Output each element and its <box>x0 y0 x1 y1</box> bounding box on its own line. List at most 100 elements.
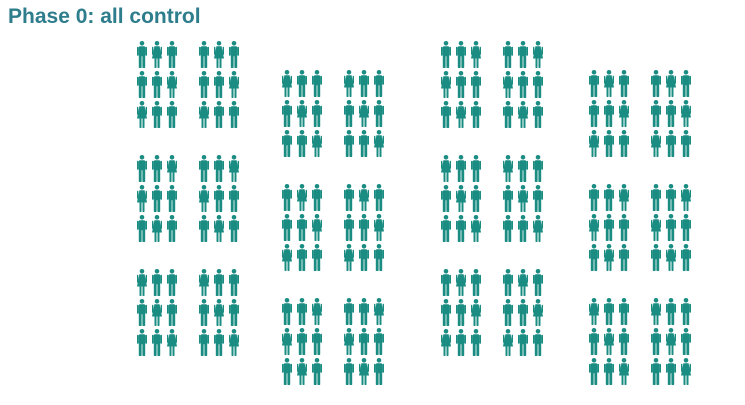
person-female-icon <box>344 70 354 97</box>
page-title: Phase 0: all control <box>8 5 201 28</box>
person-male-icon <box>619 214 629 241</box>
person-female-icon <box>604 70 614 97</box>
person-male-icon <box>666 100 676 127</box>
person-male-icon <box>312 100 322 127</box>
person-male-icon <box>533 71 543 98</box>
person-female-icon <box>229 155 239 182</box>
person-male-icon <box>359 70 369 97</box>
person-female-icon <box>167 71 177 98</box>
person-female-icon <box>471 41 481 68</box>
figure-group <box>503 155 543 242</box>
person-female-icon <box>681 100 691 127</box>
person-male-icon <box>533 329 543 356</box>
figure-group <box>282 70 322 157</box>
person-male-icon <box>651 100 661 127</box>
figure-group <box>199 155 239 242</box>
person-male-icon <box>152 329 162 356</box>
person-female-icon <box>312 298 322 325</box>
figure-group <box>651 70 691 157</box>
person-female-icon <box>503 155 513 182</box>
figure-group <box>344 70 384 157</box>
figure-group <box>282 184 322 271</box>
person-female-icon <box>199 101 209 128</box>
person-male-icon <box>137 329 147 356</box>
person-male-icon <box>344 100 354 127</box>
person-male-icon <box>666 298 676 325</box>
figure-group <box>651 298 691 385</box>
person-male-icon <box>199 71 209 98</box>
person-male-icon <box>666 130 676 157</box>
person-female-icon <box>214 299 224 326</box>
person-male-icon <box>681 214 691 241</box>
person-female-icon <box>374 298 384 325</box>
person-male-icon <box>229 215 239 242</box>
person-male-icon <box>441 215 451 242</box>
person-male-icon <box>297 244 307 271</box>
person-male-icon <box>344 298 354 325</box>
person-male-icon <box>589 100 599 127</box>
person-female-icon <box>533 299 543 326</box>
person-male-icon <box>297 298 307 325</box>
person-male-icon <box>229 41 239 68</box>
person-male-icon <box>441 101 451 128</box>
person-female-icon <box>359 184 369 211</box>
person-female-icon <box>441 71 451 98</box>
person-female-icon <box>666 244 676 271</box>
person-female-icon <box>441 155 451 182</box>
person-female-icon <box>666 70 676 97</box>
person-male-icon <box>651 328 661 355</box>
person-female-icon <box>282 244 292 271</box>
person-male-icon <box>589 328 599 355</box>
figure-group <box>137 41 177 128</box>
person-female-icon <box>604 328 614 355</box>
person-male-icon <box>441 185 451 212</box>
person-male-icon <box>137 215 147 242</box>
person-male-icon <box>518 329 528 356</box>
person-male-icon <box>199 329 209 356</box>
figure-column <box>282 70 384 385</box>
person-male-icon <box>456 41 466 68</box>
person-female-icon <box>619 184 629 211</box>
person-female-icon <box>374 130 384 157</box>
figure-cluster <box>137 269 239 356</box>
figure-group <box>651 184 691 271</box>
person-male-icon <box>503 101 513 128</box>
person-male-icon <box>152 155 162 182</box>
person-male-icon <box>137 155 147 182</box>
person-female-icon <box>312 130 322 157</box>
figure-cluster <box>137 41 239 128</box>
figure-column <box>589 70 691 385</box>
person-female-icon <box>518 101 528 128</box>
person-female-icon <box>471 215 481 242</box>
person-male-icon <box>297 328 307 355</box>
person-male-icon <box>503 185 513 212</box>
person-male-icon <box>359 214 369 241</box>
person-male-icon <box>589 358 599 385</box>
person-female-icon <box>214 41 224 68</box>
person-female-icon <box>312 214 322 241</box>
people-grid <box>137 41 691 385</box>
person-male-icon <box>518 215 528 242</box>
person-male-icon <box>152 269 162 296</box>
person-male-icon <box>518 155 528 182</box>
figure-cluster <box>282 70 384 157</box>
person-male-icon <box>471 329 481 356</box>
person-male-icon <box>152 101 162 128</box>
person-male-icon <box>297 70 307 97</box>
person-male-icon <box>297 214 307 241</box>
person-male-icon <box>604 358 614 385</box>
person-male-icon <box>681 328 691 355</box>
person-male-icon <box>359 328 369 355</box>
person-male-icon <box>666 184 676 211</box>
person-female-icon <box>297 184 307 211</box>
person-male-icon <box>344 130 354 157</box>
person-female-icon <box>137 101 147 128</box>
person-female-icon <box>533 41 543 68</box>
person-female-icon <box>282 70 292 97</box>
person-male-icon <box>503 299 513 326</box>
person-male-icon <box>619 298 629 325</box>
person-female-icon <box>344 244 354 271</box>
person-female-icon <box>518 269 528 296</box>
person-female-icon <box>297 358 307 385</box>
figure-column <box>137 41 239 356</box>
